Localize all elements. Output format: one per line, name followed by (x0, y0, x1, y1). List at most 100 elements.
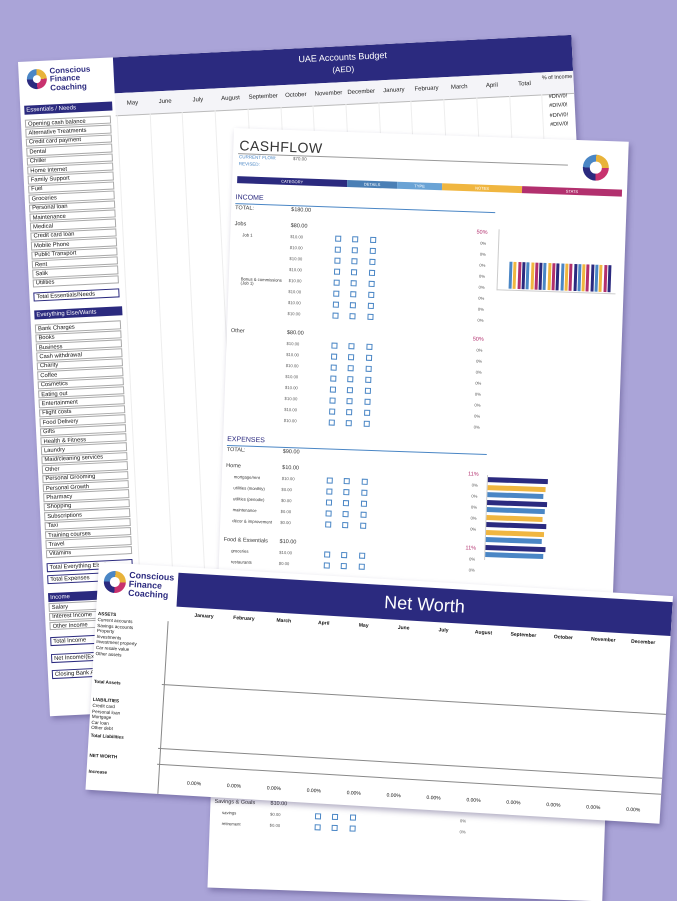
row-amount: $0.00 (278, 560, 290, 567)
increase-value: 0.00% (426, 794, 441, 802)
month-header: August (474, 629, 493, 637)
group-amount: $80.00 (290, 223, 308, 230)
group-amount: $80.00 (286, 329, 304, 337)
row-label: retirement (221, 820, 241, 827)
increase-value: 0.00% (386, 792, 401, 800)
checkbox (347, 376, 354, 383)
row-pct: 0% (478, 273, 486, 279)
month-header: May (358, 622, 369, 630)
checkbox (343, 478, 350, 485)
checkbox (323, 562, 330, 569)
group-pct: 50% (476, 229, 488, 236)
row-amount: $10.00 (289, 267, 302, 273)
checkbox (368, 269, 376, 277)
checkbox (364, 398, 371, 405)
row-amount: $10.00 (286, 351, 300, 358)
logo-icon (103, 570, 127, 594)
increase-value: 0.00% (306, 787, 322, 795)
cashflow-title: CASHFLOW (239, 137, 323, 157)
row-pct: 0% (459, 818, 467, 824)
row-amount: $10.00 (283, 417, 297, 424)
checkbox (330, 375, 337, 382)
row-pct: 0% (468, 567, 475, 573)
group-name: Home (226, 462, 241, 470)
row-pct: 0% (470, 504, 478, 510)
checkbox (333, 279, 340, 286)
checkbox (329, 408, 336, 415)
row-amount: $0.00 (280, 519, 291, 526)
group-amount: $10.00 (282, 464, 300, 472)
group-pct: 50% (472, 336, 484, 343)
month-header: April (317, 620, 330, 627)
divider (238, 153, 568, 166)
month-header: February (233, 615, 255, 623)
label: CURRENT FLOW: (238, 154, 277, 161)
checkbox (365, 376, 372, 383)
row-amount: $10.00 (289, 245, 303, 251)
checkbox (358, 563, 365, 570)
row-pct: 0% (476, 347, 483, 353)
section-heading: INCOME (235, 194, 264, 203)
section-heading-text: Income (50, 593, 71, 601)
row-label: groceries (231, 548, 249, 554)
checkbox (328, 419, 335, 426)
row-pct: 0% (475, 369, 482, 375)
networth-sheet: Conscious Finance Coaching Net Worth January… (85, 562, 673, 824)
checkbox (342, 511, 349, 518)
section-heading: EXPENSES (227, 435, 265, 445)
row-amount: $0.00 (269, 811, 281, 818)
checkbox (342, 500, 350, 507)
checkbox (331, 824, 338, 832)
row-pct: 0% (459, 829, 466, 835)
row-pct: 0% (479, 262, 486, 268)
increase-value: 0.00% (466, 797, 481, 805)
row-pct: 0% (475, 358, 483, 364)
checkbox (347, 365, 354, 372)
row-amount: $10.00 (284, 406, 298, 413)
group-amount: $10.00 (270, 800, 288, 808)
checkbox (331, 813, 339, 821)
month-header: January (194, 612, 214, 620)
row-label: Job 1 (242, 232, 253, 238)
row-amount: $10.00 (279, 549, 293, 556)
row-amount: $10.00 (285, 373, 299, 380)
checkbox (349, 814, 357, 821)
increase-value: 0.00% (625, 806, 641, 814)
row-amount: $10.00 (284, 384, 298, 391)
checkbox (329, 386, 337, 393)
checkbox (326, 488, 333, 495)
row-pct: 0% (478, 295, 485, 301)
row-pct: 0% (475, 380, 482, 386)
month-header: December (630, 638, 656, 647)
increase-value: 0.00% (346, 790, 361, 797)
checkbox (335, 235, 342, 242)
checkbox (350, 269, 358, 276)
checkbox (349, 313, 356, 320)
increase-value: 0.00% (586, 804, 601, 812)
divider (226, 444, 487, 456)
increase-value: 0.00% (186, 780, 202, 788)
divider (157, 763, 662, 795)
row-amount: $10.00 (290, 234, 304, 240)
checkbox (341, 552, 348, 559)
month-header: November (590, 636, 616, 644)
row-amount: $0.00 (280, 508, 292, 515)
value: $70.00 (292, 156, 307, 162)
row-pct: 0% (470, 515, 477, 521)
row-pct: 0% (480, 240, 487, 246)
row-amount: $10.00 (288, 278, 302, 284)
checkbox (325, 510, 332, 517)
checkbox (368, 291, 375, 298)
checkbox (324, 551, 331, 558)
checkbox (351, 247, 358, 254)
checkbox (345, 420, 352, 427)
row-label: maintenance (232, 507, 257, 514)
logo-icon (26, 68, 48, 90)
row-label: savings (222, 810, 237, 816)
row-pct: 0% (479, 251, 486, 257)
row-pct: 0% (474, 402, 481, 408)
checkbox (346, 398, 353, 405)
row-pct: 0% (473, 424, 480, 430)
checkbox (325, 499, 333, 506)
checkbox (360, 500, 368, 507)
